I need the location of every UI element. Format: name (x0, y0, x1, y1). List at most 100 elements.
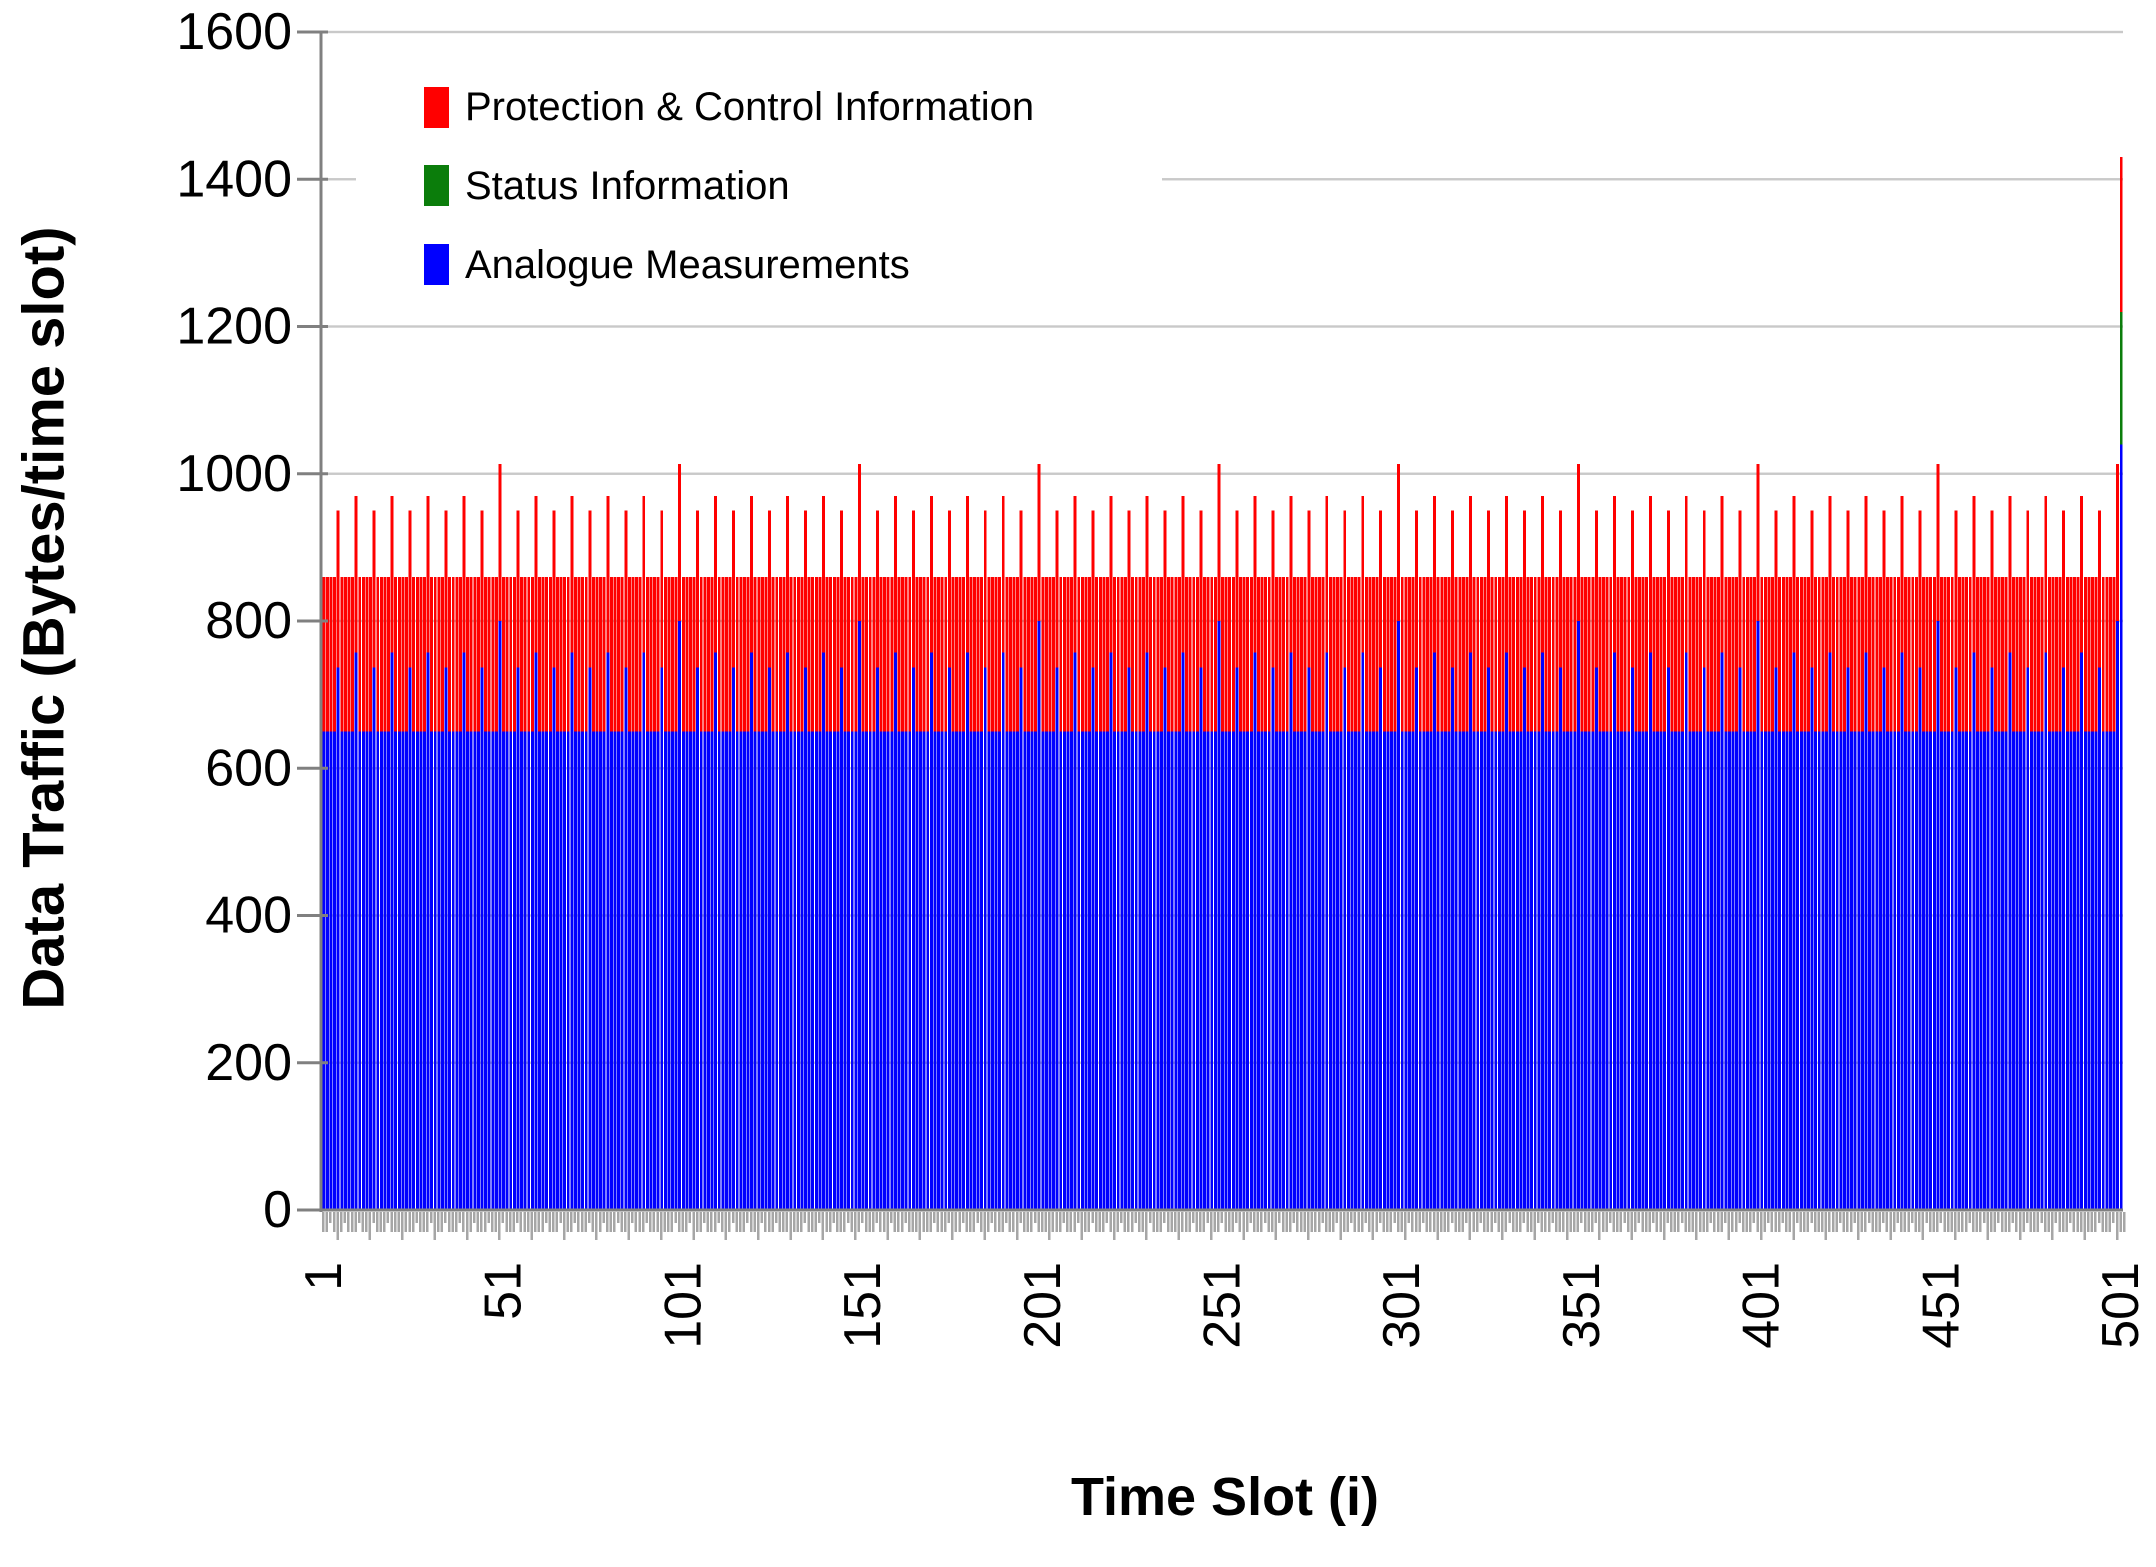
bar-analogue (1210, 731, 1214, 1210)
bar-protection (944, 576, 948, 732)
bar-analogue (1648, 652, 1652, 1210)
x-tick (1741, 1212, 1745, 1232)
x-tick (422, 1212, 426, 1232)
bar-analogue (1016, 731, 1020, 1210)
bar-analogue (1551, 731, 1555, 1210)
x-tick (1828, 1212, 1831, 1232)
bar-analogue (1749, 731, 1753, 1210)
bar-protection (689, 576, 692, 732)
bar-protection (1454, 576, 1458, 732)
bar-protection (908, 576, 912, 732)
bar-analogue (1364, 731, 1368, 1210)
bar-analogue (1630, 667, 1634, 1210)
bar-protection (415, 576, 419, 732)
x-tick (1289, 1212, 1292, 1232)
bar-protection (584, 576, 588, 732)
bar-analogue (1390, 731, 1393, 1210)
x-tick (490, 1212, 494, 1232)
x-tick (1957, 1212, 1961, 1232)
bar-protection (958, 576, 962, 732)
bar-protection (717, 576, 721, 732)
x-tick (2097, 1212, 2101, 1223)
bar-protection (376, 576, 380, 732)
bar-protection (933, 576, 937, 732)
x-tick (738, 1212, 742, 1232)
x-tick (2083, 1212, 2086, 1240)
bar-analogue (1889, 731, 1893, 1210)
x-tick (2004, 1212, 2007, 1232)
bar-protection (2065, 576, 2069, 732)
x-tick (1526, 1212, 1529, 1232)
bar-protection (1814, 576, 1818, 732)
bar-protection (613, 576, 617, 732)
bar-protection (2037, 576, 2041, 732)
bar-analogue (1670, 731, 1674, 1210)
bar-protection (1533, 576, 1537, 732)
bar-analogue (340, 731, 344, 1210)
x-tick (1231, 1212, 1234, 1232)
x-tick (1314, 1212, 1317, 1232)
x-tick (1195, 1212, 1199, 1232)
bar-analogue (1224, 731, 1228, 1210)
bar-protection (1494, 576, 1498, 732)
x-tick (807, 1212, 810, 1232)
bar-analogue (520, 731, 524, 1210)
x-tick (724, 1212, 728, 1240)
bar-protection (1375, 576, 1379, 732)
x-tick (1882, 1212, 1885, 1223)
bar-protection (1429, 576, 1433, 732)
x-tick (1019, 1212, 1022, 1223)
x-tick (1436, 1212, 1439, 1240)
bar-analogue (1666, 667, 1670, 1210)
bar-protection (746, 576, 750, 732)
x-tick (1817, 1212, 1820, 1232)
bar-analogue (980, 731, 984, 1210)
bar-protection (742, 576, 746, 732)
bar-protection (1576, 464, 1580, 621)
bar-protection (1832, 576, 1836, 732)
bar-analogue (656, 731, 660, 1210)
y-tick-mark (297, 177, 328, 181)
x-tick (1806, 1212, 1810, 1232)
bar-analogue (581, 731, 585, 1210)
bar-analogue (1652, 731, 1656, 1210)
bar-protection (753, 576, 757, 732)
bar-analogue (440, 731, 444, 1210)
x-tick (1921, 1212, 1925, 1240)
x-tick (1432, 1212, 1436, 1232)
bar-protection (1271, 510, 1275, 668)
x-tick (609, 1212, 613, 1232)
x-tick (1759, 1212, 1763, 1240)
bar-analogue (1239, 731, 1242, 1210)
bar-protection (980, 576, 984, 732)
x-tick (2094, 1212, 2097, 1232)
x-tick (1450, 1212, 1454, 1223)
x-tick (782, 1212, 785, 1232)
x-tick (1928, 1212, 1932, 1232)
x-tick (505, 1212, 508, 1232)
bar-analogue (491, 731, 495, 1210)
x-tick (584, 1212, 587, 1232)
bar-analogue (1235, 667, 1239, 1210)
bar-analogue (351, 731, 355, 1210)
bar-analogue (1289, 652, 1293, 1210)
x-tick (2115, 1212, 2119, 1240)
bar-protection (840, 510, 843, 668)
bar-analogue (678, 621, 682, 1210)
x-tick (1749, 1212, 1752, 1232)
x-tick (1781, 1212, 1784, 1223)
bar-analogue (789, 731, 793, 1210)
bar-protection (1648, 495, 1652, 653)
bar-protection (1307, 510, 1311, 668)
bar-analogue (850, 731, 854, 1210)
x-tick (1551, 1212, 1554, 1223)
x-tick (458, 1212, 462, 1223)
bar-protection (1048, 576, 1052, 732)
bar-series (322, 157, 2123, 1210)
bar-analogue (387, 731, 391, 1210)
bar-protection (1461, 576, 1465, 732)
x-tick-label: 151 (834, 1262, 892, 1349)
bar-analogue (685, 731, 689, 1210)
bar-protection (545, 576, 549, 732)
